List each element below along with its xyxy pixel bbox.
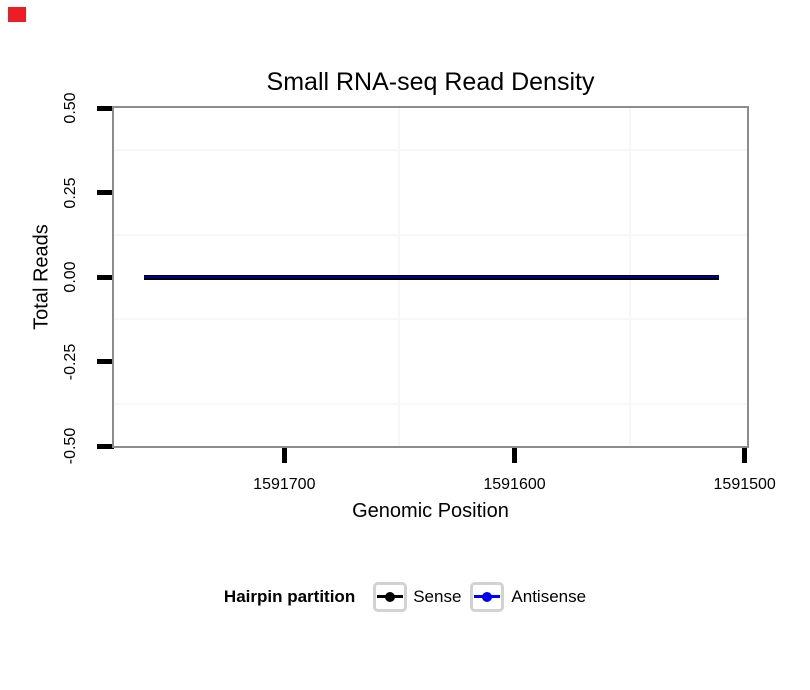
- minor-gridline-horizontal: [114, 149, 747, 152]
- y-tick: [97, 190, 114, 195]
- legend-title: Hairpin partition: [223, 587, 356, 606]
- x-tick: [742, 446, 748, 463]
- minor-gridline-horizontal: [114, 318, 747, 321]
- x-tick-label: 1591700: [253, 476, 316, 493]
- y-tick-label: 0.25: [62, 176, 79, 209]
- x-tick: [281, 446, 287, 463]
- x-axis-title: Genomic Position: [352, 500, 509, 522]
- x-tick-label: 1591500: [713, 476, 776, 493]
- y-tick-label: 0.00: [62, 261, 79, 293]
- y-tick: [97, 359, 114, 364]
- y-tick: [97, 105, 114, 111]
- y-tick-label: 0.50: [62, 92, 79, 124]
- legend-label-antisense: Antisense: [511, 587, 587, 606]
- legend-label-sense: Sense: [413, 587, 462, 606]
- data-line-antisense: [143, 276, 720, 278]
- antisense-point-icon: [482, 592, 493, 602]
- chart-title: Small RNA-seq Read Density: [266, 68, 595, 96]
- minor-gridline-horizontal: [114, 233, 747, 236]
- legend-key-antisense: [470, 582, 505, 612]
- legend-key-sense: [373, 582, 408, 612]
- y-axis-title: Total Reads: [30, 224, 53, 330]
- y-tick-label: -0.25: [62, 343, 79, 380]
- x-tick: [512, 446, 518, 463]
- y-tick: [97, 274, 114, 280]
- minor-gridline-horizontal: [114, 402, 747, 405]
- y-tick: [97, 443, 114, 449]
- y-tick-label: -0.50: [62, 427, 79, 465]
- red-marker: [8, 7, 26, 22]
- legend: Hairpin partition Sense Antisense: [0, 580, 810, 614]
- x-tick-label: 1591600: [483, 476, 546, 493]
- sense-point-icon: [385, 592, 396, 602]
